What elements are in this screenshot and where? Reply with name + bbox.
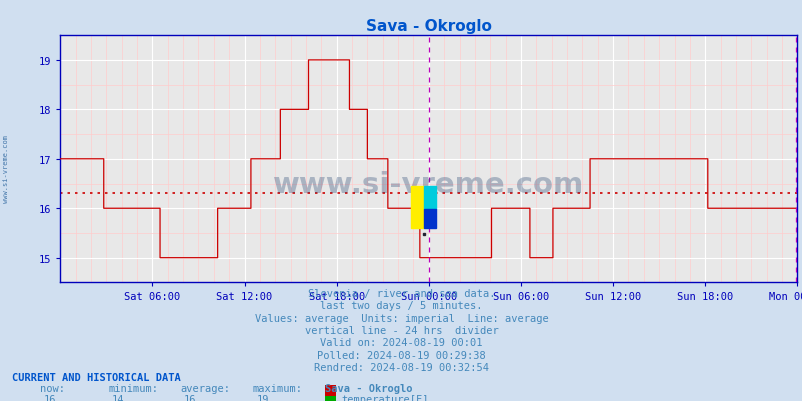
Title: Sava - Okroglo: Sava - Okroglo: [366, 18, 491, 34]
Bar: [411, 186, 423, 229]
Bar: [423, 186, 436, 210]
Text: Sava - Okroglo: Sava - Okroglo: [325, 383, 412, 393]
Text: 19: 19: [256, 394, 269, 401]
Text: now:: now:: [40, 383, 65, 393]
Text: maximum:: maximum:: [253, 383, 302, 393]
Text: 16: 16: [184, 394, 196, 401]
Text: last two days / 5 minutes.: last two days / 5 minutes.: [320, 300, 482, 310]
Text: www.si-vreme.com: www.si-vreme.com: [273, 170, 584, 198]
Text: CURRENT AND HISTORICAL DATA: CURRENT AND HISTORICAL DATA: [12, 372, 180, 382]
Text: temperature[F]: temperature[F]: [341, 394, 428, 401]
Text: average:: average:: [180, 383, 230, 393]
Text: Valid on: 2024-08-19 00:01: Valid on: 2024-08-19 00:01: [320, 338, 482, 348]
Bar: [423, 210, 436, 229]
Text: Values: average  Units: imperial  Line: average: Values: average Units: imperial Line: av…: [254, 313, 548, 323]
Text: vertical line - 24 hrs  divider: vertical line - 24 hrs divider: [304, 325, 498, 335]
Text: Polled: 2024-08-19 00:29:38: Polled: 2024-08-19 00:29:38: [317, 350, 485, 360]
Text: minimum:: minimum:: [108, 383, 158, 393]
Text: www.si-vreme.com: www.si-vreme.com: [3, 134, 10, 203]
Text: 16: 16: [43, 394, 56, 401]
Text: Slovenia / river and sea data.: Slovenia / river and sea data.: [307, 288, 495, 298]
Text: 14: 14: [111, 394, 124, 401]
Text: Rendred: 2024-08-19 00:32:54: Rendred: 2024-08-19 00:32:54: [314, 363, 488, 373]
